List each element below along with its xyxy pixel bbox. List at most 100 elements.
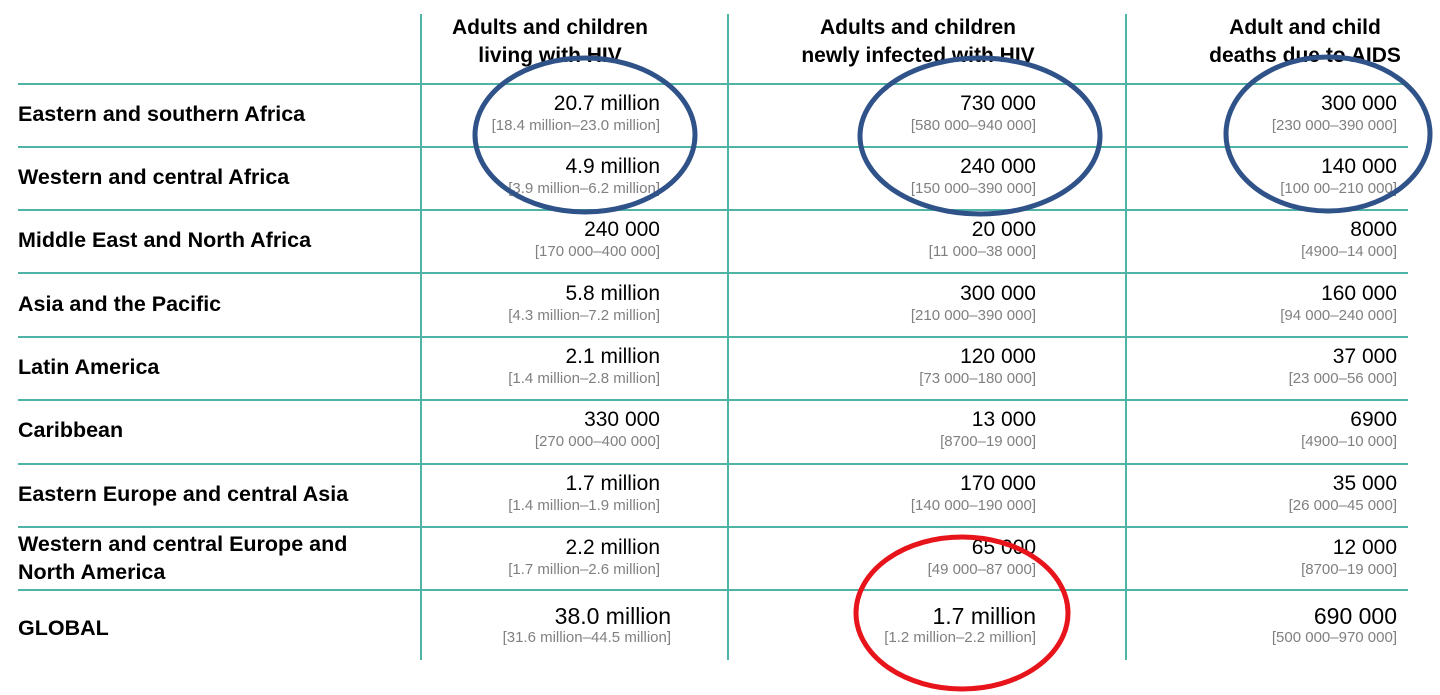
cell-range: [1.7 million–2.6 million] bbox=[508, 561, 660, 578]
row-divider bbox=[18, 209, 1408, 211]
cell-range: [18.4 million–23.0 million] bbox=[491, 117, 660, 134]
column-header: Adult and child deaths due to AIDS bbox=[1105, 14, 1440, 70]
cell-value: 2.1 million bbox=[565, 345, 660, 368]
table-cell: 35 000 [26 000–45 000] bbox=[1077, 472, 1397, 516]
column-header-line: living with HIV bbox=[478, 44, 622, 67]
cell-value: 12 000 bbox=[1332, 536, 1397, 559]
table-cell: 20 000 [11 000–38 000] bbox=[716, 218, 1036, 262]
table-cell: 730 000 [580 000–940 000] bbox=[716, 92, 1036, 136]
cell-value: 1.7 million bbox=[565, 472, 660, 495]
table-cell: 65 000 [49 000–87 000] bbox=[716, 536, 1036, 580]
row-label-line: Latin America bbox=[18, 355, 160, 379]
cell-range: [4900–10 000] bbox=[1301, 433, 1397, 450]
table-cell: 120 000 [73 000–180 000] bbox=[716, 345, 1036, 389]
table-cell: 160 000 [94 000–240 000] bbox=[1077, 282, 1397, 326]
cell-value: 330 000 bbox=[584, 408, 660, 431]
row-divider bbox=[18, 526, 1408, 528]
table-cell: 690 000 [500 000–970 000] bbox=[1077, 604, 1397, 648]
row-divider bbox=[18, 83, 1408, 85]
cell-range: [230 000–390 000] bbox=[1271, 117, 1397, 134]
table-cell: 1.7 million [1.4 million–1.9 million] bbox=[340, 472, 660, 516]
column-divider bbox=[727, 14, 729, 660]
cell-value: 20.7 million bbox=[553, 92, 660, 115]
cell-value: 690 000 bbox=[1313, 603, 1397, 629]
cell-value: 1.7 million bbox=[932, 603, 1036, 629]
cell-range: [4900–14 000] bbox=[1301, 243, 1397, 260]
cell-range: [1.2 million–2.2 million] bbox=[884, 629, 1036, 646]
cell-range: [170 000–400 000] bbox=[534, 243, 660, 260]
cell-value: 120 000 bbox=[960, 345, 1036, 368]
table-cell: 20.7 million [18.4 million–23.0 million] bbox=[340, 92, 660, 136]
table-cell: 240 000 [170 000–400 000] bbox=[340, 218, 660, 262]
column-header: Adults and children living with HIV bbox=[350, 14, 750, 70]
row-label-line: Eastern and southern Africa bbox=[18, 102, 306, 126]
cell-range: [500 000–970 000] bbox=[1271, 629, 1397, 646]
row-label-line: Western and central Africa bbox=[18, 165, 290, 189]
cell-range: [140 000–190 000] bbox=[910, 497, 1036, 514]
cell-range: [23 000–56 000] bbox=[1288, 370, 1397, 387]
cell-range: [270 000–400 000] bbox=[534, 433, 660, 450]
row-divider bbox=[18, 336, 1408, 338]
cell-range: [11 000–38 000] bbox=[928, 243, 1036, 260]
row-label-line: North America bbox=[18, 560, 166, 584]
row-label: Middle East and North Africa bbox=[18, 226, 311, 254]
row-label: Asia and the Pacific bbox=[18, 290, 221, 318]
row-divider bbox=[18, 463, 1408, 465]
row-label-line: Middle East and North Africa bbox=[18, 228, 312, 252]
row-label-line: GLOBAL bbox=[18, 616, 109, 640]
cell-value: 300 000 bbox=[1321, 92, 1397, 115]
table-cell: 13 000 [8700–19 000] bbox=[716, 408, 1036, 452]
cell-range: [8700–19 000] bbox=[1301, 561, 1397, 578]
table-cell: 37 000 [23 000–56 000] bbox=[1077, 345, 1397, 389]
row-divider bbox=[18, 272, 1408, 274]
cell-value: 37 000 bbox=[1332, 345, 1397, 368]
cell-range: [94 000–240 000] bbox=[1280, 307, 1397, 324]
row-label: Western and central Africa bbox=[18, 163, 289, 191]
cell-value: 730 000 bbox=[960, 92, 1036, 115]
column-header-line: Adult and child bbox=[1229, 16, 1381, 39]
cell-value: 140 000 bbox=[1321, 155, 1397, 178]
cell-value: 240 000 bbox=[584, 218, 660, 241]
table-cell: 330 000 [270 000–400 000] bbox=[340, 408, 660, 452]
cell-value: 160 000 bbox=[1321, 282, 1397, 305]
table-cell: 2.2 million [1.7 million–2.6 million] bbox=[340, 536, 660, 580]
column-header-line: Adults and children bbox=[819, 16, 1016, 39]
cell-value: 5.8 million bbox=[565, 282, 660, 305]
cell-range: [1.4 million–1.9 million] bbox=[508, 497, 660, 514]
row-label: Caribbean bbox=[18, 416, 123, 444]
row-label-line: Eastern Europe and central Asia bbox=[18, 482, 349, 506]
row-label-line: Asia and the Pacific bbox=[18, 292, 222, 316]
row-label: Latin America bbox=[18, 353, 159, 381]
table-cell: 12 000 [8700–19 000] bbox=[1077, 536, 1397, 580]
table-cell: 5.8 million [4.3 million–7.2 million] bbox=[340, 282, 660, 326]
cell-value: 13 000 bbox=[971, 408, 1036, 431]
column-divider bbox=[420, 14, 422, 660]
row-label: GLOBAL bbox=[18, 614, 109, 642]
table-cell: 140 000 [100 00–210 000] bbox=[1077, 155, 1397, 199]
cell-value: 20 000 bbox=[971, 218, 1036, 241]
cell-value: 6900 bbox=[1350, 408, 1397, 431]
table-cell: 6900 [4900–10 000] bbox=[1077, 408, 1397, 452]
cell-value: 240 000 bbox=[960, 155, 1036, 178]
row-divider bbox=[18, 399, 1408, 401]
cell-range: [580 000–940 000] bbox=[910, 117, 1036, 134]
table-cell: 170 000 [140 000–190 000] bbox=[716, 472, 1036, 516]
row-label-line: Caribbean bbox=[18, 418, 124, 442]
cell-range: [26 000–45 000] bbox=[1288, 497, 1397, 514]
column-header-line: newly infected with HIV bbox=[801, 44, 1035, 67]
cell-range: [3.9 million–6.2 million] bbox=[508, 180, 660, 197]
row-divider bbox=[18, 589, 1408, 591]
column-divider bbox=[1125, 14, 1127, 660]
cell-range: [8700–19 000] bbox=[940, 433, 1036, 450]
cell-range: [150 000–390 000] bbox=[910, 180, 1036, 197]
table-cell: 38.0 million [31.6 million–44.5 million] bbox=[351, 604, 671, 648]
cell-value: 38.0 million bbox=[554, 603, 671, 629]
table-cell: 240 000 [150 000–390 000] bbox=[716, 155, 1036, 199]
cell-value: 65 000 bbox=[971, 536, 1036, 559]
cell-range: [49 000–87 000] bbox=[927, 561, 1036, 578]
cell-range: [4.3 million–7.2 million] bbox=[508, 307, 660, 324]
table-cell: 300 000 [230 000–390 000] bbox=[1077, 92, 1397, 136]
cell-range: [210 000–390 000] bbox=[910, 307, 1036, 324]
row-label: Western and central Europe and North Amer… bbox=[18, 530, 347, 586]
cell-value: 8000 bbox=[1350, 218, 1397, 241]
